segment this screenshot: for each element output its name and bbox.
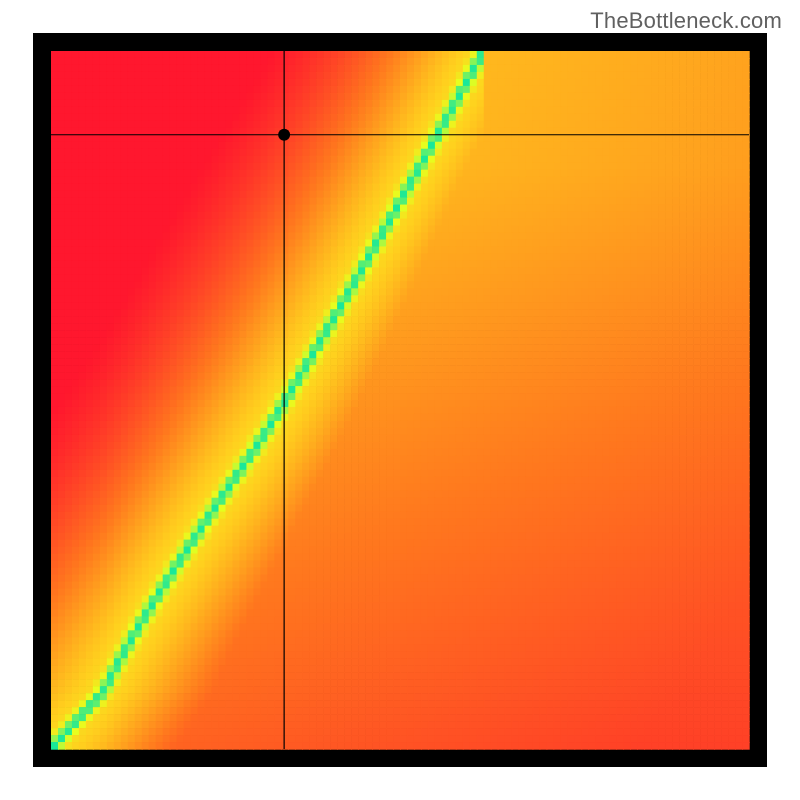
plot-area bbox=[33, 33, 767, 767]
root: TheBottleneck.com bbox=[0, 0, 800, 800]
heatmap-canvas bbox=[33, 33, 767, 767]
watermark-text: TheBottleneck.com bbox=[590, 8, 782, 34]
